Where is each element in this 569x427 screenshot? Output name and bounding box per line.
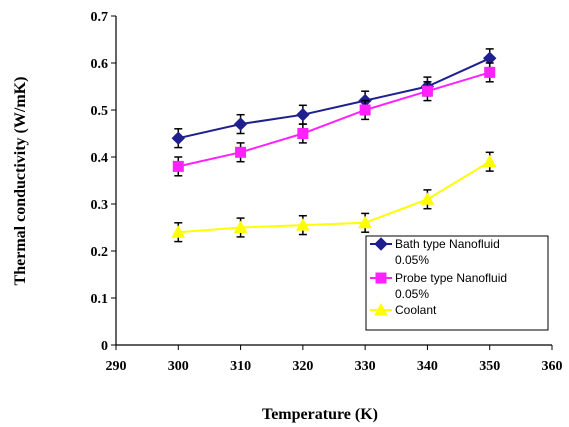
- legend-label: Coolant: [395, 303, 437, 317]
- data-point: [359, 104, 371, 116]
- y-tick-label: 0.6: [91, 57, 109, 72]
- data-point: [421, 85, 433, 97]
- x-tick-label: 290: [106, 359, 127, 374]
- legend-label: Probe type Nanofluid: [395, 271, 507, 285]
- x-axis-title: Temperature (K): [262, 406, 378, 423]
- y-tick-label: 0.1: [91, 292, 109, 307]
- data-point: [484, 66, 496, 78]
- x-tick-label: 320: [292, 359, 313, 374]
- tick-labels: 290 300 310 320 330 340 350 360 0 0.1 0.2 0.3 0.4 0.5…: [91, 10, 563, 374]
- x-tick-label: 330: [355, 359, 376, 374]
- legend-swatch-marker: [375, 272, 387, 284]
- series-2: [172, 62, 496, 177]
- legend-label: Bath type Nanofluid: [395, 237, 500, 251]
- y-tick-label: 0.7: [91, 10, 109, 25]
- y-tick-label: 0.2: [91, 245, 109, 260]
- data-point: [233, 220, 248, 233]
- data-point: [297, 128, 309, 139]
- series-line: [178, 57, 491, 140]
- series-line: [178, 160, 491, 234]
- x-tick-label: 350: [479, 359, 500, 374]
- y-tick-label: 0.5: [91, 104, 109, 119]
- series-line: [178, 71, 491, 168]
- y-axis-title: Thermal conductivity (W/mK): [12, 77, 29, 286]
- data-point: [482, 154, 497, 168]
- x-tick-label: 300: [168, 359, 189, 374]
- series-1: [171, 48, 497, 149]
- data-point: [235, 146, 247, 158]
- y-tick-label: 0.4: [91, 151, 109, 166]
- y-tick-label: 0: [101, 339, 108, 354]
- data-point: [296, 218, 310, 231]
- x-tick-label: 360: [542, 359, 563, 374]
- series-plot-area: [171, 48, 497, 243]
- data-point: [233, 117, 248, 131]
- data-point: [358, 215, 372, 229]
- y-tick-label: 0.3: [91, 198, 109, 213]
- data-point: [172, 160, 184, 172]
- axes: [115, 16, 552, 346]
- legend-swatch-marker: [374, 302, 388, 316]
- series-3: [171, 151, 497, 243]
- legend: Bath type Nanofluid 0.05% Probe type Nanof…: [365, 235, 549, 331]
- data-point: [296, 107, 310, 122]
- x-tick-label: 310: [230, 359, 251, 374]
- data-point: [420, 192, 435, 205]
- legend-swatch-marker: [374, 237, 388, 251]
- legend-label-continued: 0.05%: [395, 287, 429, 301]
- legend-label-continued: 0.05%: [395, 253, 429, 267]
- x-tick-label: 340: [417, 359, 438, 374]
- data-point: [171, 131, 185, 145]
- data-point: [171, 225, 186, 238]
- legend-box: [365, 235, 549, 331]
